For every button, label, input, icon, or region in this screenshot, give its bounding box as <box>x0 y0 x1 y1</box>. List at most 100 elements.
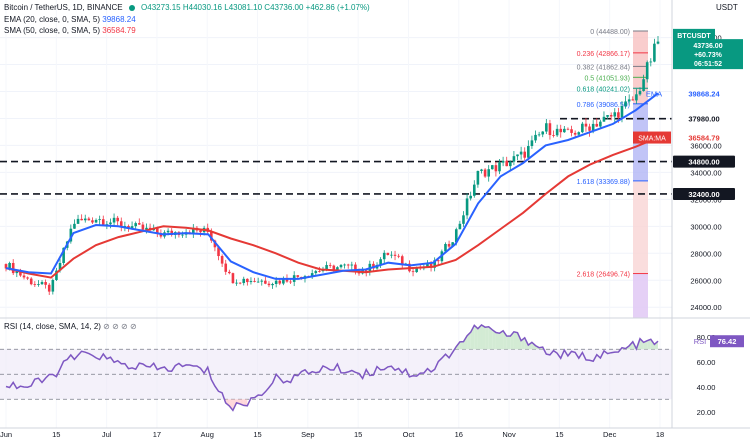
candle-body <box>119 221 123 227</box>
candle-body <box>26 277 29 279</box>
candle-body <box>516 154 519 157</box>
candle-body <box>105 224 109 225</box>
sma-legend[interactable]: SMA (50, close, 0, SMA, 5) 36584.79 <box>4 26 136 36</box>
candle-body <box>595 123 599 127</box>
candle-body <box>563 128 566 133</box>
ohlc-change: +462.86 (+1.07%) <box>305 3 370 12</box>
candle-body <box>260 280 264 282</box>
rsi-tick-label: 60.00 <box>697 358 716 367</box>
rsi-legend[interactable]: RSI (14, close, SMA, 14, 2) ⊘ ⊘ ⊘ ⊘ <box>4 322 137 332</box>
candle-body <box>393 254 397 256</box>
candle-body <box>656 41 660 44</box>
candle-body <box>80 218 83 221</box>
candle-body <box>476 170 480 185</box>
price-tick-label: 30000.00 <box>690 222 721 231</box>
candle-body <box>282 278 285 284</box>
candle-body <box>210 231 213 241</box>
time-tick-label: Jul <box>102 430 112 439</box>
rsi-overbought-fill <box>517 332 522 350</box>
symbol-title: Bitcoin / TetherUS, 1D, BINANCE <box>4 3 123 12</box>
candle-body <box>573 132 577 135</box>
candle-body <box>83 218 87 221</box>
rsi-overbought-fill <box>499 330 504 350</box>
rsi-overbought-fill <box>459 341 464 350</box>
candle-body <box>653 43 656 62</box>
candle-body <box>141 224 145 230</box>
candle-body <box>581 123 584 133</box>
price-tick-label: 26000.00 <box>690 276 721 285</box>
candle-body <box>73 223 76 229</box>
candle-body <box>635 94 638 101</box>
candle-body <box>519 151 523 155</box>
rsi-overbought-fill <box>474 325 478 350</box>
candle-body <box>170 230 174 235</box>
candle-body <box>166 230 170 233</box>
candle-body <box>228 271 231 274</box>
candle-body <box>15 271 19 274</box>
ohlc-open: 43273.15 <box>147 3 181 12</box>
level-37980-label-bg <box>673 112 735 125</box>
candle-body <box>336 267 339 272</box>
candle-body <box>433 260 436 268</box>
candle-body <box>116 217 119 222</box>
candle-body <box>101 219 105 225</box>
rsi-overbought-fill <box>654 341 658 350</box>
candle-body <box>325 265 328 270</box>
rsi-legend-label: RSI (14, close, SMA, 14, 2) <box>4 322 101 331</box>
candle-body <box>638 91 642 95</box>
candle-body <box>264 280 267 284</box>
candle-body <box>645 62 649 80</box>
rsi-oversold-fill <box>243 399 248 406</box>
sma-legend-label: SMA (50, close, 0, SMA, 5) <box>4 26 101 35</box>
rsi-line <box>5 324 659 412</box>
candle-body <box>620 106 624 118</box>
candle-body <box>534 134 537 141</box>
candle-body <box>242 278 246 284</box>
candle-body <box>271 284 274 286</box>
candle-body <box>602 116 606 122</box>
candle-body <box>314 271 318 274</box>
rsi-overbought-fill <box>528 342 532 350</box>
candle-body <box>62 247 65 264</box>
candle-body <box>400 256 404 266</box>
candle-body <box>631 99 635 101</box>
candle-body <box>469 195 472 199</box>
rsi-overbought-fill <box>492 329 496 350</box>
rsi-axis-value: 76.42 <box>718 337 737 346</box>
candle-body <box>613 112 617 117</box>
candle-body <box>296 275 300 277</box>
time-tick-label: Nov <box>502 430 516 439</box>
candle-body <box>588 126 591 131</box>
sma-axis-value: 36584.79 <box>688 134 719 143</box>
rsi-overbought-fill <box>463 335 468 350</box>
candle-body <box>109 222 112 225</box>
candle-body <box>390 254 393 256</box>
fib-level-label: 2.618 (26496.74) <box>577 272 630 279</box>
price-tick-label: 28000.00 <box>690 249 721 258</box>
sma-axis-value-bg <box>673 131 735 144</box>
ticker-countdown: 06:51:52 <box>694 61 722 68</box>
candle-body <box>379 259 382 265</box>
symbol-legend[interactable]: Bitcoin / TetherUS, 1D, BINANCE O43273.1… <box>4 3 370 12</box>
candle-body <box>386 252 390 255</box>
currency-label: USDT <box>716 3 738 12</box>
candle-body <box>451 242 454 247</box>
candle-body <box>509 161 512 167</box>
price-tick-label: 34000.00 <box>690 168 721 177</box>
candle-body <box>501 160 505 163</box>
ema-legend[interactable]: EMA (20, close, 0, SMA, 5) 39868.24 <box>4 15 136 25</box>
ema-axis-value-bg <box>673 87 735 100</box>
candle-body <box>343 264 346 266</box>
candle-body <box>22 275 26 278</box>
fib-level-label: 0.5 (41051.93) <box>584 75 630 82</box>
candle-body <box>33 284 37 286</box>
ticker-price: 43736.00 <box>693 43 722 50</box>
candle-body <box>98 219 101 220</box>
candle-body <box>199 230 202 233</box>
candle-body <box>530 140 534 147</box>
rsi-overbought-fill <box>467 332 471 350</box>
candle-body <box>217 247 220 257</box>
candle-body <box>19 271 22 276</box>
rsi-legend-flags: ⊘ ⊘ ⊘ ⊘ <box>103 322 137 331</box>
